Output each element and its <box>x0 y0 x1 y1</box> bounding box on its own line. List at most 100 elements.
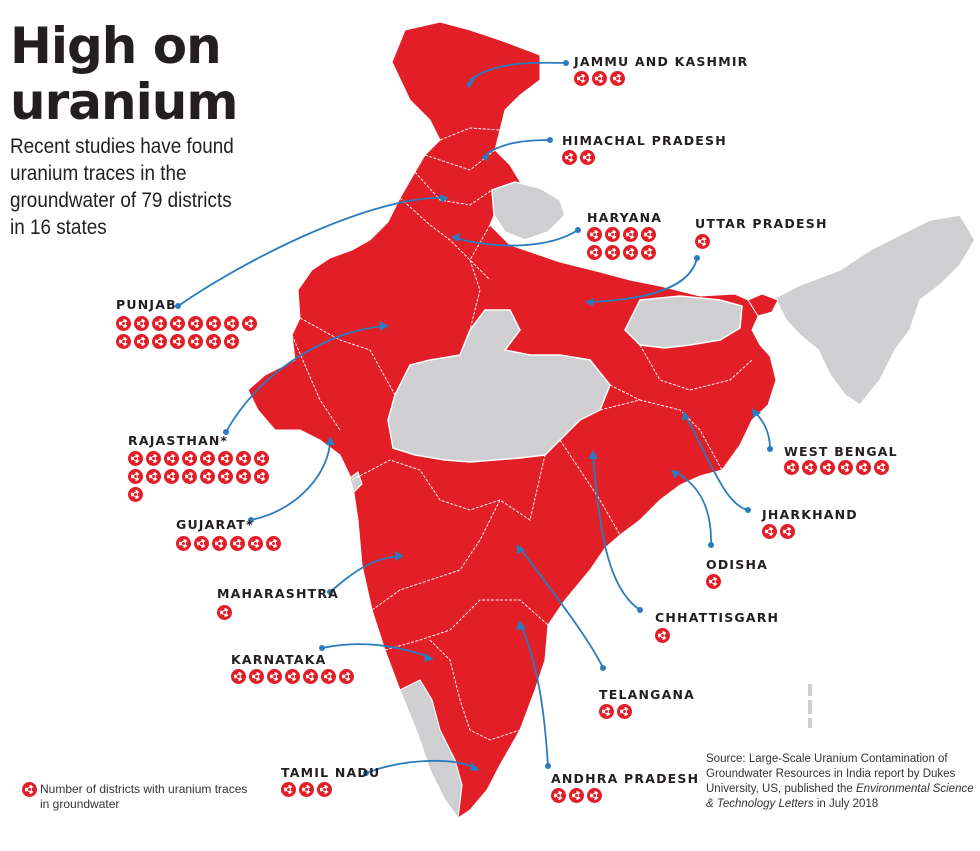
tokens-jharkhand <box>762 524 822 539</box>
radiation-icon <box>617 704 632 719</box>
tokens-karnataka <box>231 669 361 684</box>
radiation-icon <box>236 451 251 466</box>
radiation-icon <box>623 227 638 242</box>
pointer-arrows <box>177 61 771 774</box>
radiation-icon <box>230 536 245 551</box>
radiation-icon <box>249 669 264 684</box>
tokens-himachal-pradesh <box>562 150 622 165</box>
radiation-icon <box>231 669 246 684</box>
radiation-icon <box>574 71 589 86</box>
radiation-icon <box>188 334 203 349</box>
radiation-icon <box>784 460 799 475</box>
radiation-icon <box>128 451 143 466</box>
title-line-2: uranium <box>10 73 238 131</box>
label-chhattisgarh: CHHATTISGARH <box>655 610 780 625</box>
goa-region <box>349 471 363 493</box>
label-himachal-pradesh: HIMACHAL PRADESH <box>562 133 727 148</box>
radiation-icon <box>317 782 332 797</box>
radiation-icon <box>182 451 197 466</box>
radiation-icon <box>254 451 269 466</box>
source-note: Source: Large-Scale Uranium Contaminatio… <box>706 752 976 812</box>
radiation-icon <box>212 536 227 551</box>
radiation-icon <box>200 469 215 484</box>
label-haryana: HARYANA <box>587 210 663 225</box>
radiation-icon <box>321 669 336 684</box>
label-jharkhand: JHARKHAND <box>762 507 858 522</box>
radiation-icon <box>128 487 143 502</box>
lakshadweep-islands <box>808 684 812 728</box>
radiation-icon <box>802 460 817 475</box>
radiation-icon <box>116 334 131 349</box>
radiation-icon <box>224 316 239 331</box>
radiation-icon <box>587 788 602 803</box>
radiation-icon <box>285 669 300 684</box>
radiation-icon <box>200 451 215 466</box>
radiation-icon <box>706 574 721 589</box>
arrow-heads <box>326 77 761 771</box>
tokens-odisha <box>706 574 766 589</box>
radiation-icon <box>152 334 167 349</box>
tokens-west-bengal <box>784 460 904 475</box>
arrow-tail-dots <box>175 60 773 776</box>
radiation-icon <box>170 334 185 349</box>
label-rajasthan: RAJASTHAN* <box>128 433 229 448</box>
radiation-icon <box>206 316 221 331</box>
title-line-1: High on <box>10 17 222 75</box>
radiation-icon <box>562 150 577 165</box>
tokens-jammu-kashmir <box>574 71 634 86</box>
tokens-uttar-pradesh <box>695 234 755 249</box>
radiation-icon <box>299 782 314 797</box>
source-date: in July 2018 <box>813 798 879 810</box>
radiation-icon <box>303 669 318 684</box>
radiation-icon <box>164 451 179 466</box>
radiation-icon <box>116 316 131 331</box>
label-uttar-pradesh: UTTAR PRADESH <box>695 216 828 231</box>
radiation-icon <box>580 150 595 165</box>
radiation-icon <box>838 460 853 475</box>
radiation-icon <box>176 536 191 551</box>
source-journal: Environmental Science & Technology Lette… <box>706 783 974 810</box>
sikkim-region <box>747 293 779 317</box>
radiation-icon <box>641 227 656 242</box>
label-jammu-kashmir: JAMMU AND KASHMIR <box>574 54 749 69</box>
label-gujarat: GUJARAT* <box>176 517 254 532</box>
radiation-icon <box>194 536 209 551</box>
source-text: Source: Large-Scale Uranium Contaminatio… <box>706 753 956 795</box>
radiation-icon <box>695 234 710 249</box>
tokens-andhra-pradesh <box>551 788 611 803</box>
radiation-icon <box>224 334 239 349</box>
label-punjab: PUNJAB <box>116 297 177 312</box>
radiation-icon <box>605 227 620 242</box>
radiation-icon <box>218 451 233 466</box>
radiation-icon <box>605 245 620 260</box>
label-andhra-pradesh: ANDHRA PRADESH <box>551 771 700 786</box>
tokens-maharashtra <box>217 605 277 620</box>
label-telangana: TELANGANA <box>599 687 696 702</box>
bihar-region <box>624 295 743 349</box>
radiation-icon <box>242 316 257 331</box>
radiation-icon <box>820 460 835 475</box>
radiation-icon <box>592 71 607 86</box>
radiation-icon <box>267 669 282 684</box>
radiation-icon <box>281 782 296 797</box>
label-tamil-nadu: TAMIL NADU <box>281 765 381 780</box>
label-odisha: ODISHA <box>706 557 768 572</box>
label-west-bengal: WEST BENGAL <box>784 444 898 459</box>
radiation-icon <box>856 460 871 475</box>
radiation-icon <box>587 245 602 260</box>
radiation-icon <box>236 469 251 484</box>
legend-radiation-icon <box>22 782 37 797</box>
radiation-icon <box>623 245 638 260</box>
page-title: High on uranium <box>10 17 238 131</box>
radiation-icon <box>254 469 269 484</box>
radiation-icon <box>128 469 143 484</box>
radiation-icon <box>641 245 656 260</box>
radiation-icon <box>569 788 584 803</box>
radiation-icon <box>170 316 185 331</box>
subtitle: Recent studies have found uranium traces… <box>10 135 234 239</box>
tokens-gujarat <box>176 536 296 551</box>
tokens-telangana <box>599 704 659 719</box>
radiation-icon <box>266 536 281 551</box>
radiation-icon <box>188 316 203 331</box>
radiation-icon <box>218 469 233 484</box>
